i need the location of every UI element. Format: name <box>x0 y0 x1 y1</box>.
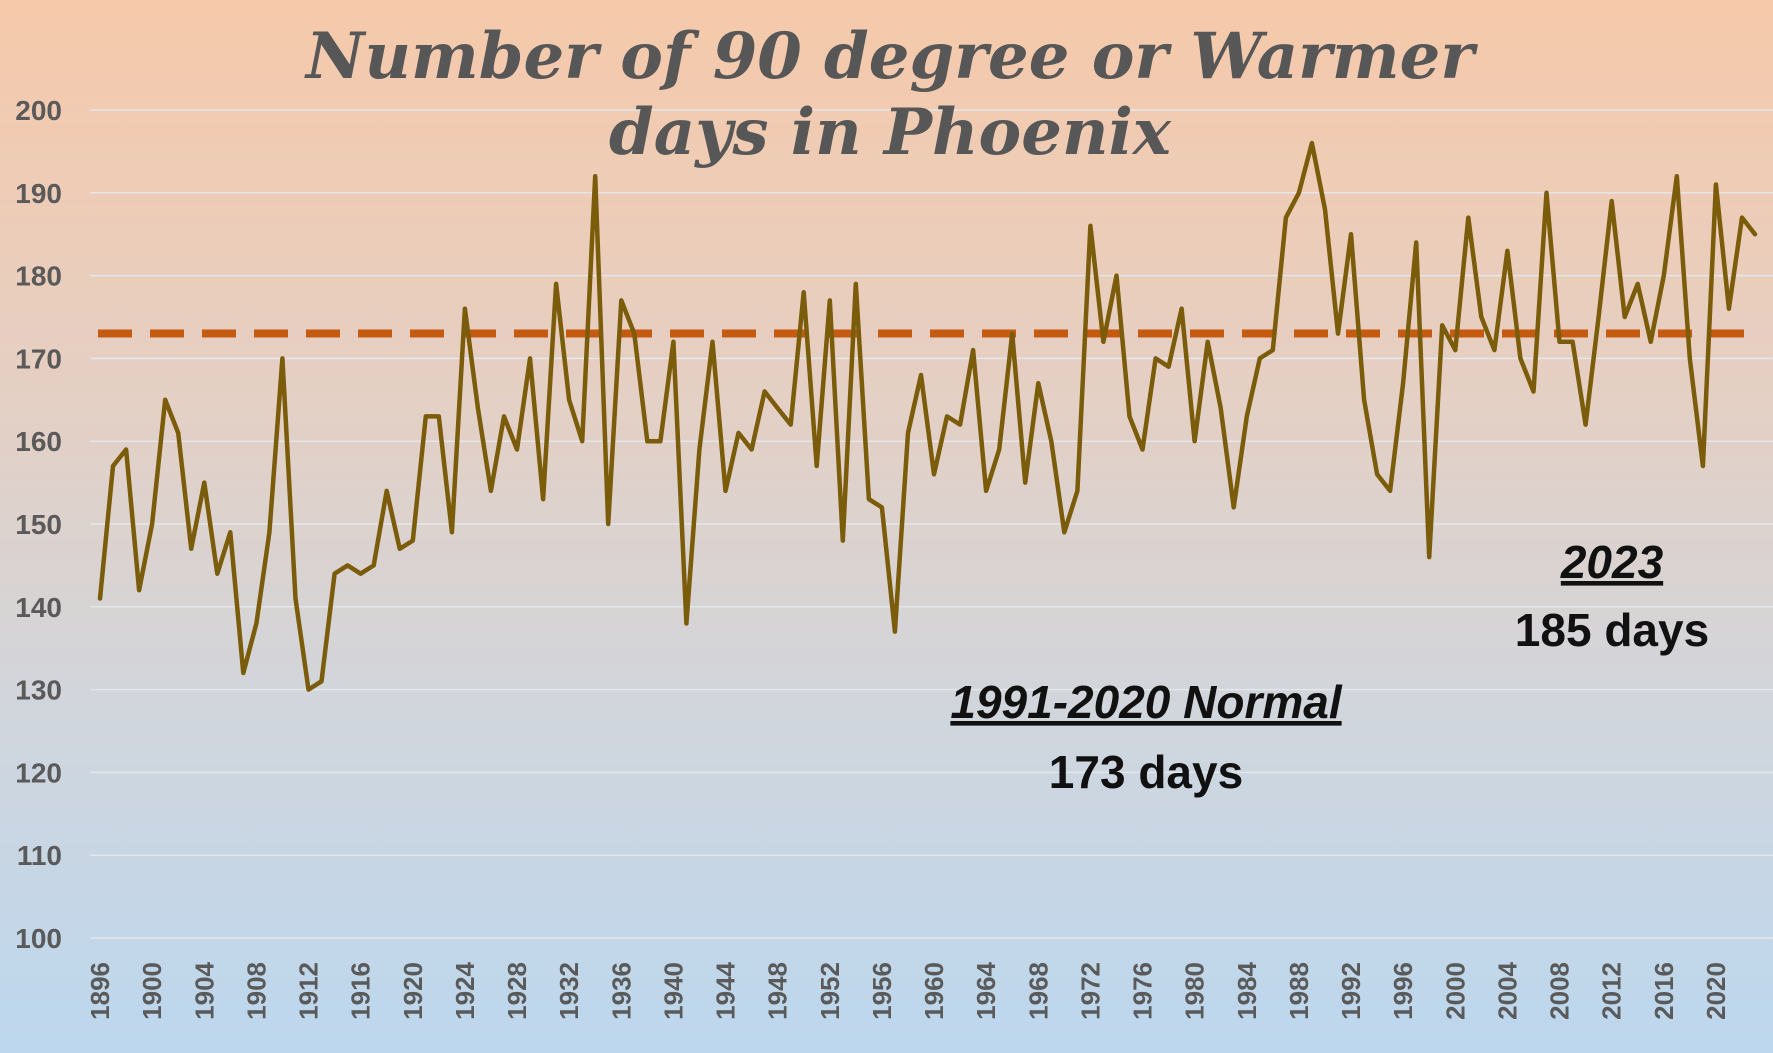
y-tick-label: 100 <box>15 923 62 954</box>
x-tick-label: 1972 <box>1075 962 1105 1020</box>
series-layer <box>97 140 1758 692</box>
x-tick-label: 1908 <box>241 962 271 1020</box>
y-tick-label: 120 <box>15 757 62 788</box>
x-tick-label: 1992 <box>1336 962 1366 1020</box>
x-tick-label: 1944 <box>711 961 741 1019</box>
x-tick-label: 2012 <box>1597 962 1627 1020</box>
x-tick-label: 1904 <box>189 961 219 1019</box>
x-tick-label: 1896 <box>85 962 115 1020</box>
x-tick-label: 2016 <box>1649 962 1679 1020</box>
x-tick-label: 1920 <box>398 962 428 1020</box>
gridlines <box>90 109 1773 939</box>
x-tick-label: 1984 <box>1232 961 1262 1019</box>
y-tick-label: 200 <box>15 95 62 126</box>
y-tick-label: 150 <box>15 509 62 540</box>
x-tick-label: 1976 <box>1128 962 1158 1020</box>
year-2023-annotation-label: 2023 <box>1560 536 1664 588</box>
y-tick-label: 170 <box>15 343 62 374</box>
x-tick-label: 1948 <box>763 962 793 1020</box>
y-tick-label: 190 <box>15 178 62 209</box>
chart-title-line-1: Number of 90 degree or Warmer <box>304 19 1478 94</box>
y-tick-label: 180 <box>15 261 62 292</box>
x-tick-label: 1928 <box>502 962 532 1020</box>
x-tick-label: 1960 <box>919 962 949 1020</box>
x-tick-label: 2000 <box>1440 962 1470 1020</box>
x-tick-label: 1932 <box>554 962 584 1020</box>
y-axis-ticks: 100 110 120 130 140 150 160 170 180 190 200 <box>15 95 62 954</box>
year-2023-annotation-value: 185 days <box>1515 604 1709 656</box>
x-tick-label: 1912 <box>294 962 324 1020</box>
x-tick-label: 1988 <box>1284 962 1314 1020</box>
x-axis-ticks: 1896 1900 1904 1908 1912 1916 1920 1924 1928 1932… <box>85 961 1731 1019</box>
chart-title-line-2: days in Phoenix <box>609 95 1172 170</box>
x-tick-label: 1916 <box>346 962 376 1020</box>
x-tick-label: 1940 <box>658 962 688 1020</box>
x-tick-label: 1924 <box>450 961 480 1019</box>
normal-annotation-value: 173 days <box>1049 746 1243 798</box>
x-tick-label: 1980 <box>1180 962 1210 1020</box>
y-tick-label: 160 <box>15 426 62 457</box>
normal-annotation-label: 1991-2020 Normal <box>950 676 1342 728</box>
x-tick-label: 2008 <box>1545 962 1575 1020</box>
x-tick-label: 1900 <box>137 962 167 1020</box>
x-tick-label: 1956 <box>867 962 897 1020</box>
y-tick-label: 130 <box>15 675 62 706</box>
x-tick-label: 2020 <box>1701 962 1731 1020</box>
x-tick-label: 1996 <box>1388 962 1418 1020</box>
x-tick-label: 1968 <box>1023 962 1053 1020</box>
x-tick-label: 1964 <box>971 961 1001 1019</box>
y-tick-label: 140 <box>15 592 62 623</box>
x-tick-label: 1936 <box>606 962 636 1020</box>
y-tick-label: 110 <box>17 840 62 871</box>
x-tick-label: 2004 <box>1492 961 1522 1019</box>
series-line-0 <box>97 140 1758 692</box>
x-tick-label: 1952 <box>815 962 845 1020</box>
